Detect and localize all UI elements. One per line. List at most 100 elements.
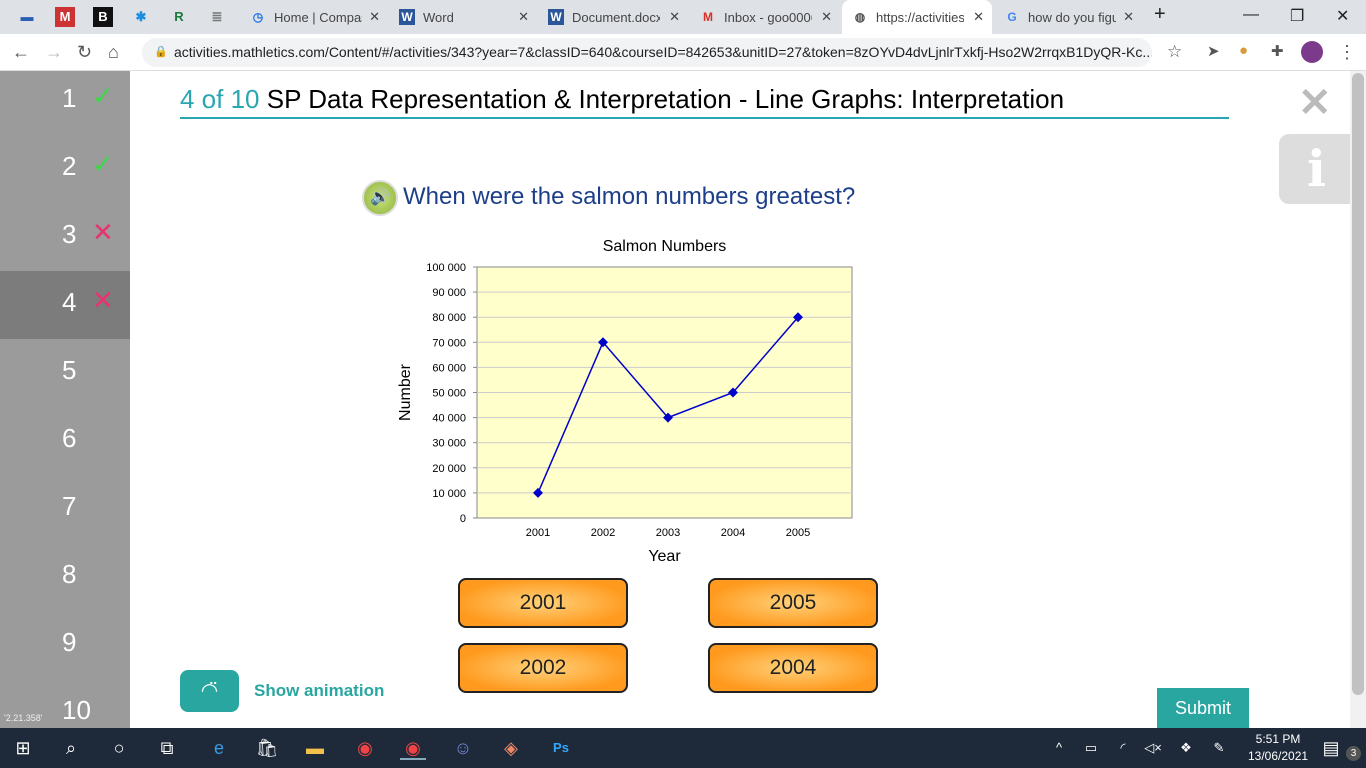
sidebar-item-5[interactable]: 5	[62, 355, 77, 385]
wifi-icon[interactable]: ◜	[1120, 740, 1126, 755]
url-input[interactable]: 🔒 activities.mathletics.com/Content/#/act…	[142, 38, 1152, 67]
pinned-tab-icon[interactable]: R	[174, 9, 184, 24]
bookmark-star-icon[interactable]: ☆	[1167, 42, 1183, 61]
scrollbar-thumb[interactable]	[1352, 73, 1364, 695]
photoshop-icon[interactable]: Ps	[553, 740, 569, 755]
volume-muted-icon[interactable]: ◁×	[1144, 740, 1162, 755]
menu-icon[interactable]: ⋮	[1338, 42, 1356, 62]
submit-button[interactable]: Submit	[1157, 688, 1249, 728]
sidebar-item-10[interactable]: 10	[62, 695, 91, 725]
sidebar-item-6[interactable]: 6	[62, 423, 77, 453]
y-tick-label: 60 000	[432, 362, 466, 374]
close-tab-icon[interactable]: ✕	[973, 9, 984, 24]
battery-icon[interactable]: ▭	[1084, 740, 1098, 755]
minimize-icon[interactable]: —	[1243, 6, 1259, 23]
chevron-up-icon[interactable]: ^	[1055, 740, 1063, 755]
cross-icon: ✕	[92, 217, 114, 247]
animation-icon[interactable]: ◠̈	[180, 670, 239, 712]
reload-icon[interactable]: ↻	[77, 42, 93, 62]
gmail-icon: M	[703, 10, 713, 24]
windows-start-icon[interactable]: ⊞	[15, 738, 31, 758]
close-tab-icon[interactable]: ✕	[518, 9, 529, 24]
tab-active[interactable]: ◍ https://activities ✕	[842, 0, 992, 34]
google-icon: G	[1007, 10, 1017, 24]
y-tick-label: 10 000	[432, 488, 466, 500]
pinned-tab-icon[interactable]: ▬	[20, 9, 34, 24]
sidebar-item-9[interactable]: 9	[62, 627, 77, 657]
question-sidebar: 1 ✓ 2 ✓ 3 ✕ 4 ✕ 5 6 7 8 9 10	[0, 71, 130, 728]
x-tick-label: 2002	[591, 527, 615, 539]
chrome-active-icon[interactable]: ◉	[400, 736, 426, 760]
answer-button[interactable]: 2004	[708, 643, 878, 693]
lock-icon: 🔒	[154, 46, 168, 58]
edge-icon[interactable]: e	[213, 738, 224, 758]
forward-icon[interactable]: →	[45, 42, 63, 62]
new-tab-icon[interactable]: +	[1154, 3, 1166, 25]
pinned-tab-icon[interactable]: M	[55, 7, 75, 27]
sidebar-item-3[interactable]: 3 ✕	[62, 217, 114, 249]
y-axis-label: Number	[397, 363, 414, 421]
compass-icon: ◷	[252, 10, 264, 24]
data-point	[728, 387, 738, 398]
cortana-icon[interactable]: ○	[113, 738, 125, 758]
close-tab-icon[interactable]: ✕	[1123, 9, 1134, 24]
home-icon[interactable]: ⌂	[108, 42, 119, 62]
cross-icon: ✕	[92, 285, 114, 315]
sidebar-item-1[interactable]: 1 ✓	[62, 81, 114, 113]
data-point	[793, 312, 803, 323]
dropbox-icon[interactable]: ❖	[1180, 740, 1192, 755]
tab[interactable]: W Word ✕	[389, 0, 537, 34]
store-icon[interactable]: 🛍	[255, 738, 279, 758]
task-view-icon[interactable]: ⧉	[160, 738, 174, 758]
y-tick-label: 100 000	[426, 262, 466, 274]
close-icon[interactable]: ✕	[1298, 81, 1332, 125]
answer-button[interactable]: 2001	[458, 578, 628, 628]
pinned-tab-icon[interactable]: ✱	[135, 9, 147, 24]
y-tick-label: 70 000	[432, 337, 466, 349]
pen-icon[interactable]: ✎	[1213, 740, 1225, 755]
chart-title: Salmon Numbers	[603, 238, 727, 255]
pinned-tab-icon[interactable]: B	[93, 7, 113, 27]
sidebar-item-2[interactable]: 2 ✓	[62, 149, 114, 181]
info-icon[interactable]: i	[1279, 134, 1354, 204]
notifications-icon[interactable]: ▤	[1322, 738, 1340, 758]
avatar[interactable]	[1301, 41, 1323, 63]
creative-cloud-icon[interactable]: ◈	[504, 738, 518, 758]
x-axis-label: Year	[648, 548, 681, 565]
discord-icon[interactable]: ☺	[453, 738, 473, 758]
puzzle-icon[interactable]: ✚	[1271, 43, 1284, 60]
close-tab-icon[interactable]: ✕	[821, 9, 832, 24]
data-point	[663, 412, 673, 423]
restore-icon[interactable]: ❐	[1290, 8, 1305, 25]
speaker-icon[interactable]: 🔊	[362, 180, 398, 216]
data-point	[598, 337, 608, 348]
close-tab-icon[interactable]: ✕	[369, 9, 380, 24]
close-window-icon[interactable]: ✕	[1336, 8, 1350, 25]
sidebar-item-7[interactable]: 7	[62, 491, 77, 521]
y-tick-label: 20 000	[432, 463, 466, 475]
data-point	[533, 487, 543, 498]
version-label: '2.21.358'	[4, 713, 43, 723]
chrome-icon[interactable]: ◉	[357, 738, 373, 758]
close-tab-icon[interactable]: ✕	[669, 9, 680, 24]
sidebar-item-8[interactable]: 8	[62, 559, 77, 589]
word-icon: W	[399, 9, 415, 25]
tab[interactable]: ◷Home | Compass✕	[240, 0, 388, 34]
pinned-tab-icon[interactable]: ≣	[211, 9, 223, 24]
back-icon[interactable]: ←	[12, 42, 30, 62]
clock[interactable]: 5:51 PM 13/06/2021	[1248, 732, 1309, 763]
file-explorer-icon[interactable]: ▬	[306, 738, 324, 758]
word-icon: W	[548, 9, 564, 25]
x-tick-label: 2005	[786, 527, 810, 539]
sidebar-item-4[interactable]: 4 ✕	[0, 271, 130, 339]
tab[interactable]: W Document.docx ✕	[538, 0, 688, 34]
show-animation-link[interactable]: Show animation	[254, 681, 385, 700]
search-icon[interactable]: ⌕	[65, 738, 77, 758]
extension-icon[interactable]: ➤	[1207, 43, 1220, 60]
answer-button[interactable]: 2005	[708, 578, 878, 628]
tab[interactable]: M Inbox - goo0006 ✕	[690, 0, 840, 34]
answer-button[interactable]: 2002	[458, 643, 628, 693]
extension-icon[interactable]: ●	[1239, 42, 1249, 59]
